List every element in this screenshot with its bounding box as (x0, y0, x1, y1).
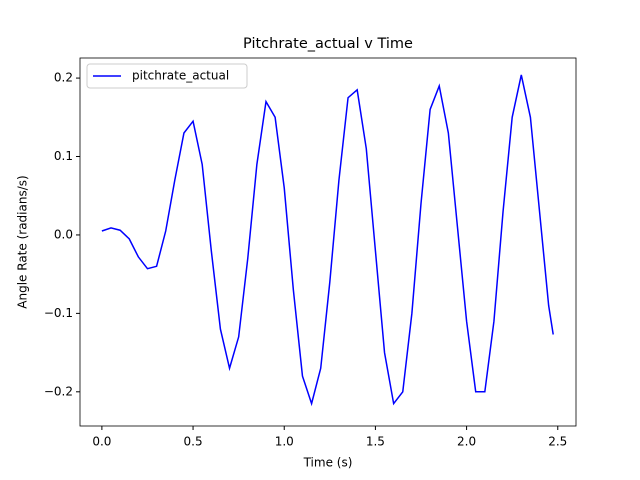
x-axis-label: Time (s) (303, 456, 353, 470)
y-tick-label: −0.1 (44, 306, 73, 320)
legend-box (86, 63, 248, 89)
y-tick-label: −0.2 (44, 384, 73, 398)
x-tick-label: 0.0 (92, 435, 111, 449)
x-tick-label: 1.0 (275, 435, 294, 449)
x-tick-label: 0.5 (184, 435, 203, 449)
data-line (101, 74, 554, 407)
x-tick-label: 2.5 (548, 435, 567, 449)
x-tick-label: 1.5 (366, 435, 385, 449)
y-tick-label: 0.0 (54, 227, 73, 241)
chart-title: Pitchrate_actual v Time (243, 36, 413, 52)
legend-label: pitchrate_actual (132, 69, 229, 83)
y-tick-label: 0.2 (54, 71, 73, 85)
x-tick-label: 2.0 (457, 435, 476, 449)
plot-frame (79, 57, 577, 427)
y-tick-label: 0.1 (54, 149, 73, 163)
y-axis-label: Angle Rate (radians/s) (16, 175, 30, 308)
